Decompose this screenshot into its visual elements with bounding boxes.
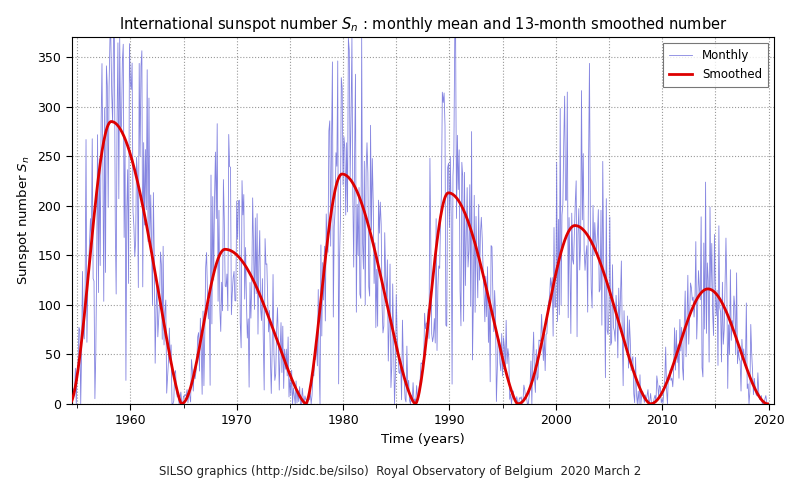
Legend: Monthly, Smoothed: Monthly, Smoothed xyxy=(663,43,768,87)
Monthly xyxy=(63,401,73,407)
Monthly xyxy=(536,338,546,344)
Text: SILSO graphics (http://sidc.be/silso)  Royal Observatory of Belgium  2020 March : SILSO graphics (http://sidc.be/silso) Ro… xyxy=(159,465,641,478)
Monthly xyxy=(105,36,114,41)
Smoothed xyxy=(582,231,592,237)
Y-axis label: Sunspot number $S_n$: Sunspot number $S_n$ xyxy=(15,156,32,286)
Smoothed xyxy=(763,401,773,407)
Smoothed xyxy=(535,348,545,354)
Monthly xyxy=(748,369,758,374)
Line: Smoothed: Smoothed xyxy=(66,121,768,404)
Monthly xyxy=(583,309,593,315)
Smoothed xyxy=(62,401,71,407)
Title: International sunspot number $S_n$ : monthly mean and 13-month smoothed number: International sunspot number $S_n$ : mon… xyxy=(118,15,727,34)
X-axis label: Time (years): Time (years) xyxy=(381,433,465,446)
Smoothed xyxy=(703,286,713,292)
Smoothed xyxy=(747,378,757,384)
Monthly xyxy=(450,36,459,41)
Smoothed xyxy=(449,192,458,198)
Smoothed xyxy=(526,384,535,390)
Line: Monthly: Monthly xyxy=(66,38,768,404)
Monthly xyxy=(526,358,536,364)
Smoothed xyxy=(107,119,117,124)
Monthly xyxy=(704,359,714,365)
Monthly xyxy=(763,401,773,407)
Monthly xyxy=(62,394,71,400)
